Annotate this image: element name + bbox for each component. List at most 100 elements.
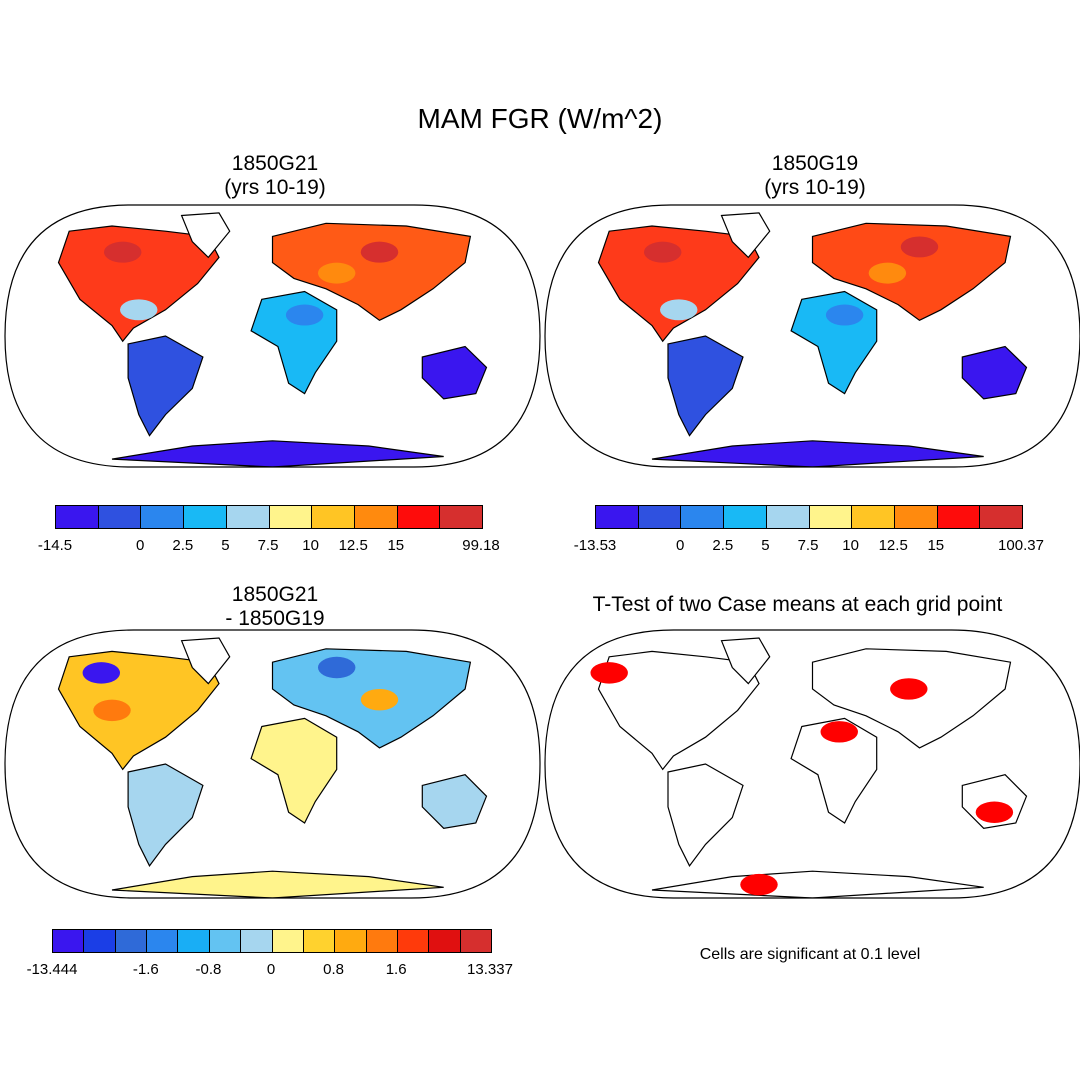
colorbar-3-swatch (241, 930, 273, 952)
colorbar-1-swatch (184, 506, 227, 528)
panel-2-title-line1: 1850G19 (771, 152, 859, 175)
panel-2-title: 1850G19 (yrs 10-19) (640, 152, 990, 200)
colorbar-1-tick-label: 15 (387, 537, 405, 554)
data-field-patch (93, 699, 131, 722)
colorbar-2-tick-label: 100.37 (998, 537, 1044, 554)
australia-landmass (421, 774, 488, 829)
australia-landmass (961, 345, 1028, 400)
colorbar-1-tick-label: 10 (302, 537, 319, 554)
data-field-patch (120, 299, 158, 321)
data-field-patch (285, 304, 324, 326)
colorbar-2-swatch (809, 506, 853, 528)
panel-1-title-line2: (yrs 10-19) (224, 176, 326, 199)
data-field-patch (317, 656, 356, 679)
greenland-landmass (180, 212, 231, 259)
colorbar-2-swatch (596, 506, 639, 528)
data-field-patch (360, 688, 399, 711)
data-field-patch (740, 873, 778, 896)
south-america-landmass (127, 763, 204, 867)
colorbar-1-tick-label: 7.5 (257, 537, 279, 554)
data-field-patch (643, 241, 682, 263)
data-field-patch (900, 236, 939, 258)
panel-2-title-line2: (yrs 10-19) (764, 176, 866, 199)
colorbar-1-tick-label: 12.5 (338, 537, 368, 554)
data-field-patch (360, 241, 399, 263)
colorbar-3-swatch (147, 930, 179, 952)
colorbar-2 (595, 505, 1023, 529)
significance-note: Cells are significant at 0.1 level (699, 946, 921, 963)
panel-3-title: 1850G21 - 1850G19 (100, 583, 450, 631)
figure-title: MAM FGR (W/m^2) (417, 103, 663, 134)
colorbar-2-swatch (894, 506, 938, 528)
colorbar-3-tick-label: 1.6 (385, 961, 407, 978)
panel-3-title-line2: - 1850G19 (225, 607, 325, 630)
colorbar-1-tick-label: 0 (136, 537, 145, 554)
colorbar-3-swatch (272, 930, 304, 952)
antarctica-landmass (651, 440, 984, 467)
south-america-landmass (127, 335, 204, 437)
colorbar-3-swatch (303, 930, 336, 952)
eurasia-landmass (811, 222, 1012, 321)
colorbar-2-swatch (980, 506, 1023, 528)
colorbar-2-tick-label: 5 (761, 537, 770, 554)
greenland-landmass (720, 637, 771, 685)
colorbar-2-swatch (766, 506, 810, 528)
colorbar-3-swatch (429, 930, 461, 952)
map-panel-1 (4, 204, 541, 468)
colorbar-1-swatch (397, 506, 441, 528)
colorbar-3-swatch (335, 930, 367, 952)
colorbar-1-swatch (141, 506, 185, 528)
colorbar-3-swatch (397, 930, 430, 952)
colorbar-2-tick-label: 12.5 (878, 537, 908, 554)
colorbar-3-swatch (460, 930, 492, 952)
panel-1-title-line1: 1850G21 (231, 152, 319, 175)
antarctica-landmass (651, 870, 984, 898)
data-field-patch (820, 721, 858, 743)
colorbar-3-swatch (178, 930, 210, 952)
colorbar-1-swatch (354, 506, 398, 528)
colorbar-3 (52, 929, 492, 953)
colorbar-3-tick-label: 13.337 (467, 961, 513, 978)
africa-landmass (790, 717, 878, 824)
south-america-landmass (667, 763, 744, 867)
colorbar-1-tick-label: 2.5 (172, 537, 194, 554)
data-field-patch (975, 801, 1014, 823)
data-field-patch (103, 241, 142, 263)
panel-1-title: 1850G21 (yrs 10-19) (100, 152, 450, 200)
colorbar-2-swatch (852, 506, 895, 528)
data-field-patch (660, 299, 698, 321)
colorbar-3-swatch (115, 930, 148, 952)
data-field-patch (590, 662, 628, 684)
colorbar-2-swatch (638, 506, 682, 528)
colorbar-1-tick-label: 5 (221, 537, 230, 554)
antarctica-landmass (111, 870, 444, 898)
antarctica-landmass (111, 440, 444, 467)
data-field-patch (82, 662, 121, 684)
colorbar-2-tick-label: 7.5 (797, 537, 819, 554)
colorbar-1-swatch (226, 506, 270, 528)
north-america-landmass (597, 650, 760, 771)
data-field-patch (317, 262, 356, 284)
australia-landmass (421, 345, 488, 400)
colorbar-3-tick-label: 0.8 (323, 961, 344, 978)
colorbar-3-swatch (84, 930, 116, 952)
colorbar-2-swatch (724, 506, 767, 528)
colorbar-3-tick-label: -0.8 (195, 961, 222, 978)
colorbar-3-swatch (53, 930, 85, 952)
data-field-patch (825, 304, 864, 326)
panel-4-title: T-Test of two Case means at each grid po… (592, 593, 1003, 616)
colorbar-3-swatch (209, 930, 242, 952)
colorbar-2-tick-label: -13.53 (573, 537, 617, 554)
south-america-landmass (667, 335, 744, 437)
colorbar-1-tick-label: -14.5 (37, 537, 73, 554)
colorbar-1-swatch (312, 506, 355, 528)
data-field-patch (890, 678, 928, 700)
colorbar-3-tick-label: 0 (266, 961, 276, 978)
eurasia-landmass (271, 222, 472, 321)
colorbar-1-swatch (98, 506, 142, 528)
colorbar-1 (55, 505, 483, 529)
colorbar-2-tick-label: 2.5 (712, 537, 734, 554)
north-america-landmass (57, 225, 220, 343)
greenland-landmass (720, 212, 771, 259)
